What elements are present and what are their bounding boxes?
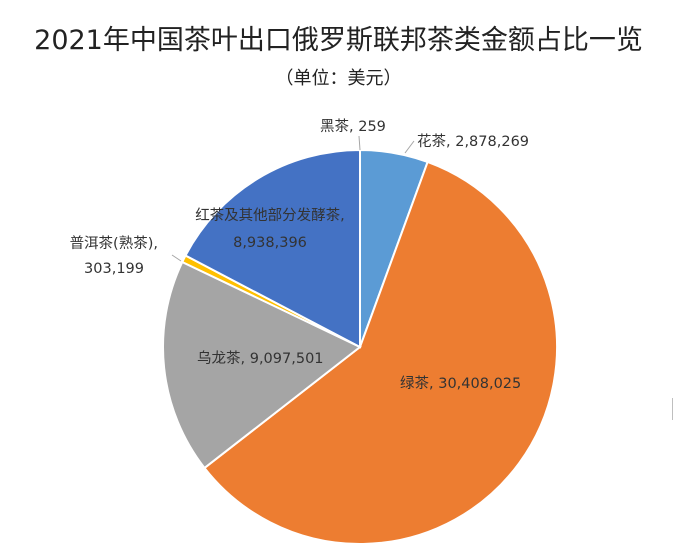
slice-label-0-0: 黑茶, 259 [320, 118, 386, 135]
pie-slice-3 [162, 260, 362, 470]
edge-mark [672, 398, 673, 420]
slice-label-5-0: 红茶及其他部分发酵茶, [195, 207, 345, 224]
chart-title: 2021年中国茶叶出口俄罗斯联邦茶类金额占比一览 [34, 25, 643, 56]
pie-slices [162, 148, 558, 545]
slice-labels: 黑茶, 259 花茶, 2,878,269 绿茶, 30,408,025 乌龙茶, 9… [70, 118, 529, 392]
slice-label-3-0: 乌龙茶, 9,097,501 [197, 350, 324, 367]
leader-lines [171, 135, 415, 262]
leader-line-1 [404, 140, 415, 154]
chart-subtitle: （单位：美元） [275, 68, 402, 89]
pie-slice-2 [203, 160, 558, 545]
slice-label-4-0: 普洱茶(熟茶), [70, 235, 158, 252]
pie-slice-5 [184, 148, 361, 349]
leader-line-4 [171, 254, 182, 262]
slice-label-4-1: 303,199 [84, 261, 144, 277]
slice-label-5-1: 8,938,396 [233, 235, 307, 251]
leader-line-0 [358, 135, 361, 151]
slice-label-1-0: 花茶, 2,878,269 [417, 133, 529, 150]
slice-label-2-0: 绿茶, 30,408,025 [400, 375, 521, 392]
